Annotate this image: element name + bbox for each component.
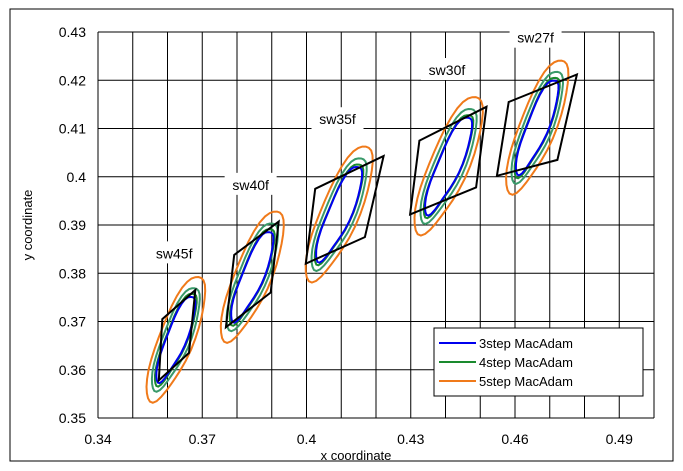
annotation-background [420,58,473,81]
annotation-background [311,107,364,130]
series-annotation: sw40f [232,177,269,193]
x-tick-label: 0.4 [297,431,317,447]
legend: 3step MacAdam 4step MacAdam 5step MacAdam [433,327,644,397]
series-annotation: sw30f [429,62,466,78]
ellipse-3step [315,165,364,264]
ellipse-3step [423,116,474,217]
quadrangle [408,105,488,216]
x-tick-label: 0.37 [189,431,216,447]
ellipse-3step [514,79,560,177]
y-tick-label: 0.41 [59,121,86,137]
x-tick-label: 0.43 [397,431,424,447]
legend-label: 4step MacAdam [479,355,573,370]
ellipse-5step [219,210,285,344]
y-axis-label: y coordinate [20,190,35,261]
series-annotation: sw45f [156,245,193,261]
y-tick-label: 0.37 [59,314,86,330]
grid-lines [97,31,655,419]
series-annotation: sw35f [319,111,356,127]
quadrangle [157,287,197,383]
x-tick-label: 0.34 [84,431,111,447]
x-tick-label: 0.46 [501,431,528,447]
annotation-background [148,241,201,264]
tick-labels: 0.34 0.37 0.4 0.43 0.46 0.49 0.35 0.36 0.37 0.38 0… [59,24,633,447]
ellipse-4step-outer [510,70,565,185]
ellipse-3step [155,296,197,385]
y-tick-label: 0.43 [59,24,86,40]
quadrangle [224,219,280,330]
x-axis-label: x coordinate [321,448,392,463]
x-tick-label: 0.49 [606,431,633,447]
annotation-background [509,25,562,48]
y-tick-label: 0.4 [67,169,87,185]
data-layer [145,59,579,404]
y-tick-label: 0.42 [59,72,86,88]
y-tick-label: 0.38 [59,265,86,281]
ellipse-4step-outer [419,107,478,226]
legend-label: 3step MacAdam [479,336,573,351]
series-annotation: sw27f [517,30,554,46]
ellipse-5step [413,96,484,237]
quadrangle [495,72,579,178]
annotation-layer: sw45f sw40f sw35f sw30f sw27f [148,25,562,264]
ellipse-4step-outer [150,287,201,393]
annotation-background [224,172,277,195]
ellipse-5step [505,59,570,196]
ellipse-4step-outer [310,157,368,273]
quadrangle [304,154,386,266]
y-tick-label: 0.36 [59,362,86,378]
y-tick-label: 0.39 [59,217,86,233]
legend-label: 5step MacAdam [479,374,573,389]
y-tick-label: 0.35 [59,410,86,426]
